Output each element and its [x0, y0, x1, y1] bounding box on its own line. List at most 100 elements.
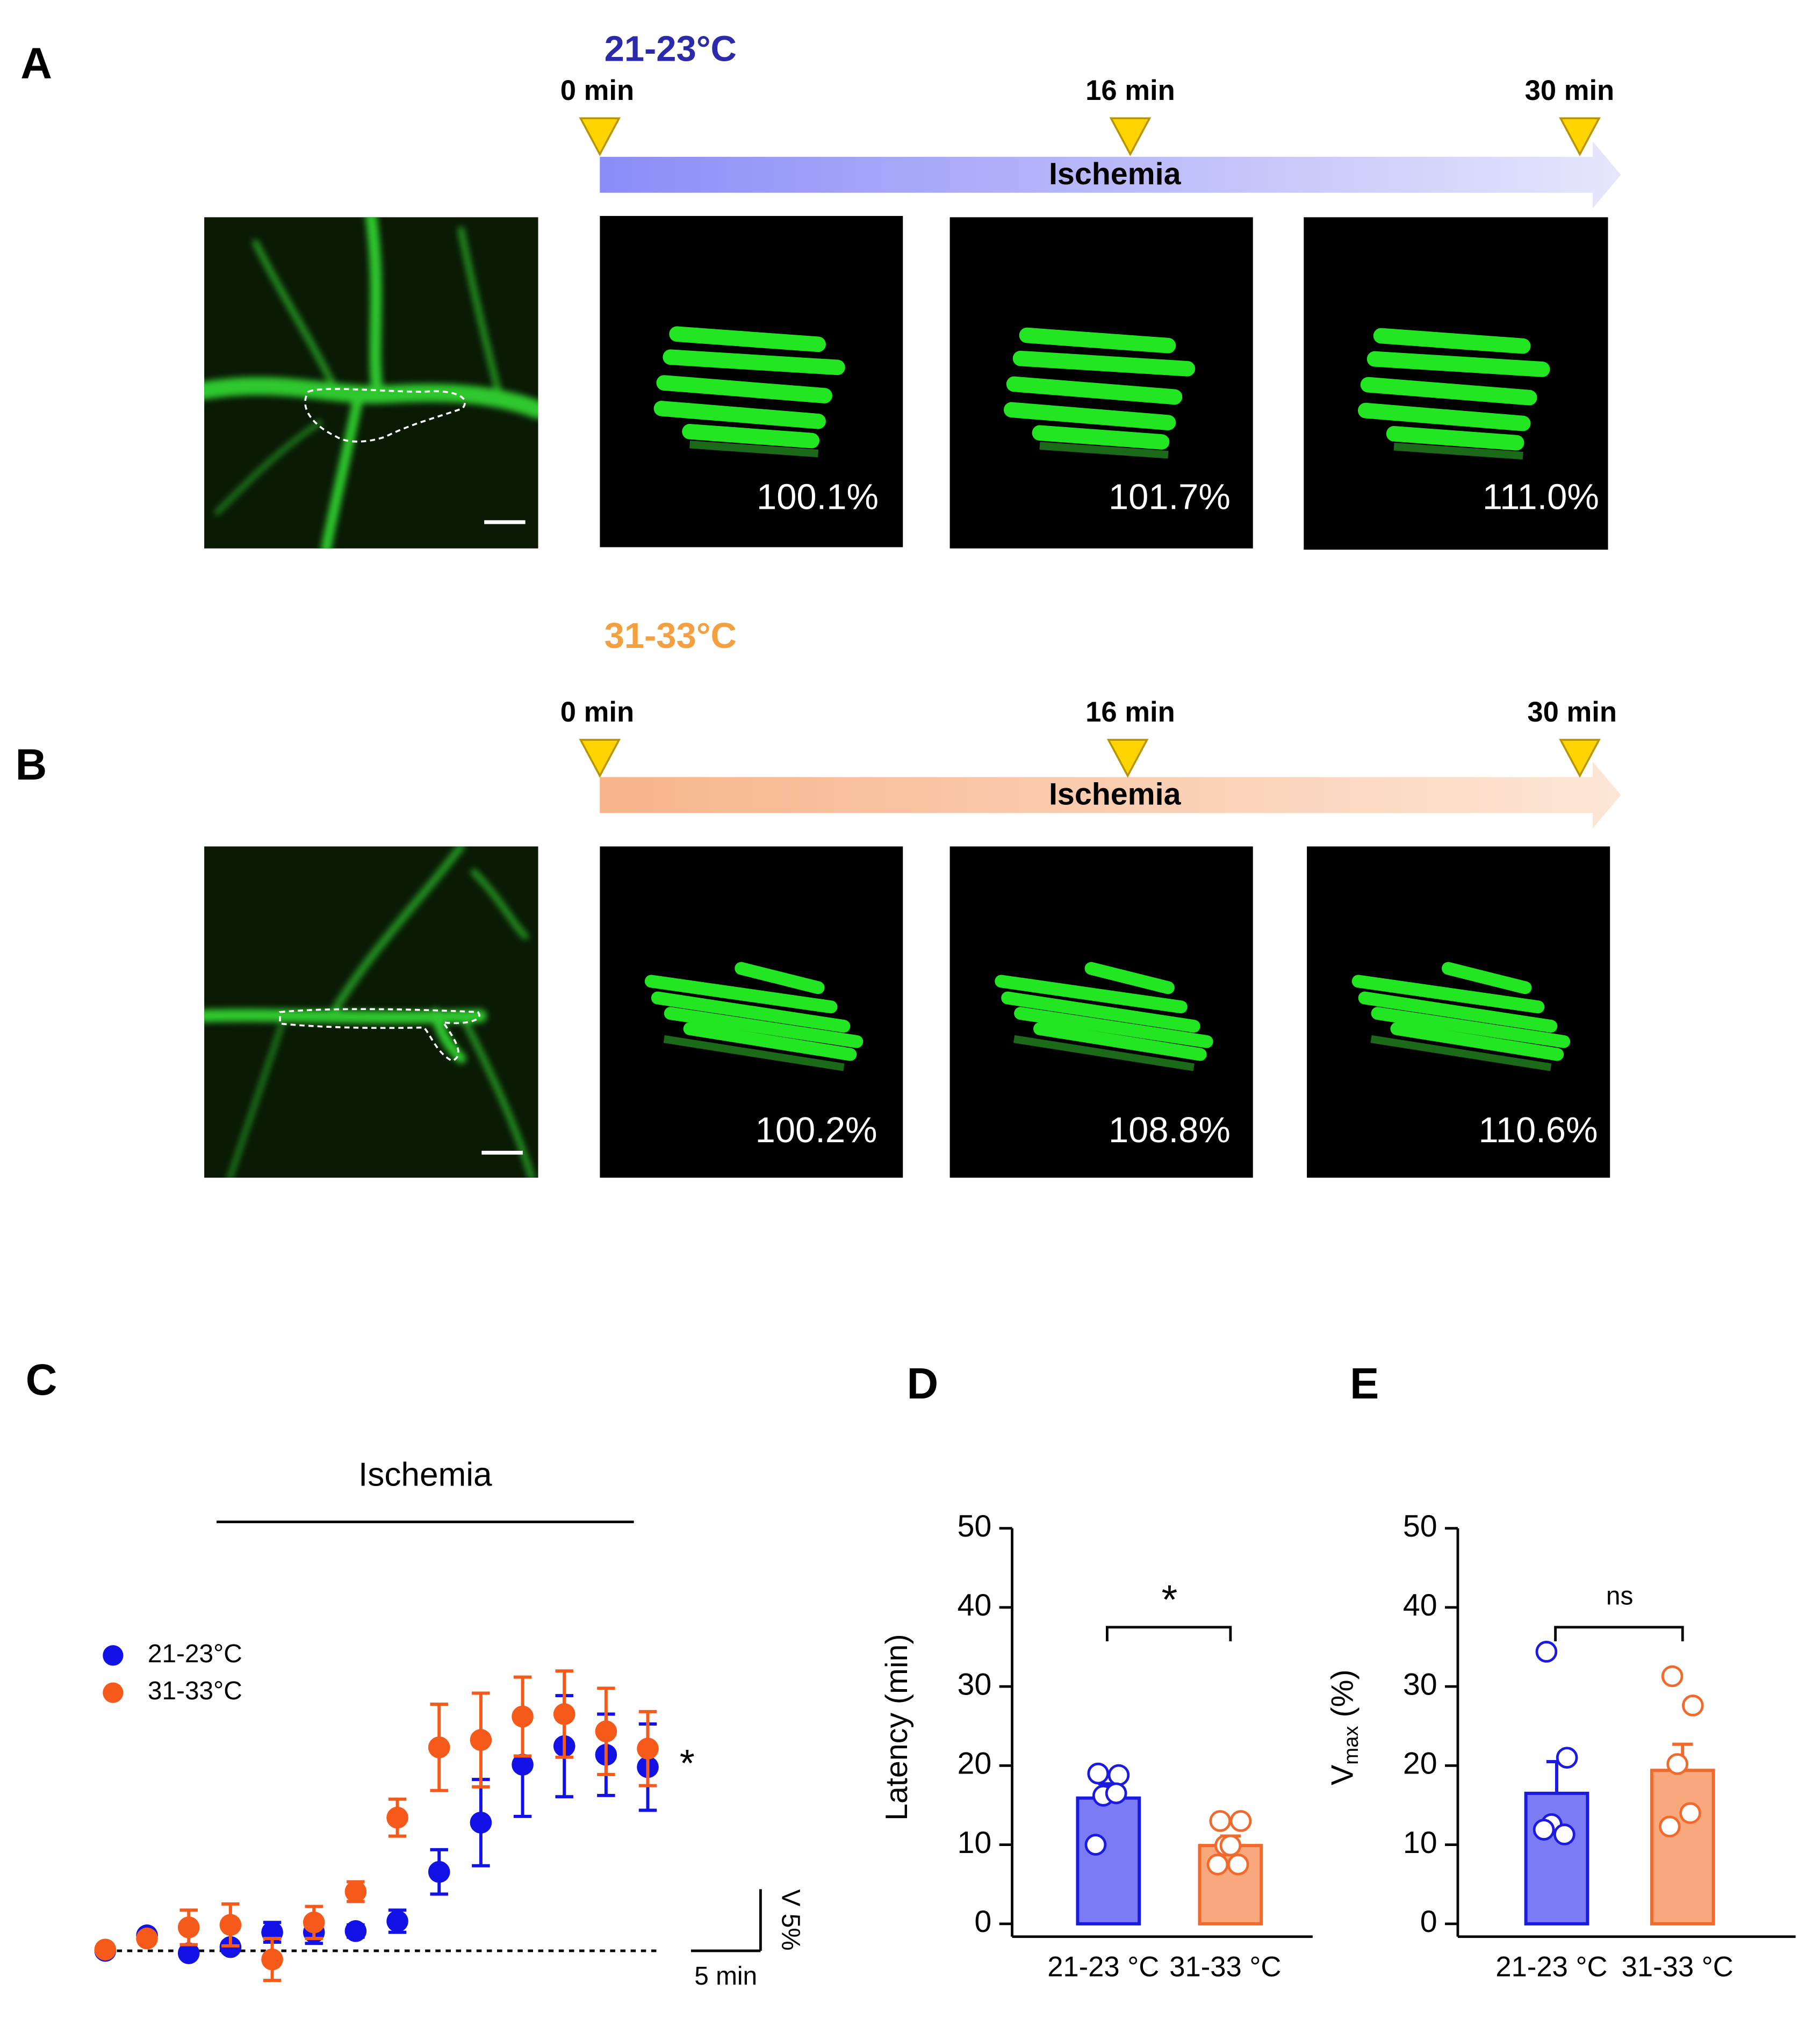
- bar: [1076, 1796, 1141, 1926]
- data-point: [1661, 1665, 1684, 1688]
- y-tick-label: 10: [957, 1826, 991, 1860]
- data-point: [1659, 1815, 1681, 1838]
- data-point: [1679, 1802, 1701, 1825]
- temperature: 21-23°C: [605, 29, 737, 69]
- arrow-label: Ischemia: [1049, 157, 1182, 191]
- y-tick-label: 30: [1403, 1667, 1437, 1701]
- data-point: [1682, 1694, 1704, 1717]
- data-point: [1535, 1641, 1558, 1663]
- volume-label: 100.1%: [757, 477, 879, 517]
- data-point: [1105, 1782, 1127, 1805]
- data-point: [1533, 1819, 1555, 1841]
- panel-letter: E: [1350, 1359, 1379, 1408]
- data-point: [428, 1736, 450, 1758]
- arrow-label: Ischemia: [1049, 777, 1182, 811]
- scale-bar-y-label: V 5%: [776, 1890, 804, 1951]
- bar: [1524, 1791, 1589, 1926]
- data-point: [553, 1703, 576, 1725]
- data-point: [1556, 1747, 1578, 1769]
- legend-label: 21-23°C: [148, 1640, 242, 1668]
- y-axis-label: Latency (min): [880, 1634, 914, 1820]
- x-tick-label: 31-33 °C: [1622, 1951, 1733, 1982]
- data-point: [512, 1754, 534, 1776]
- y-tick-label: 40: [1403, 1588, 1437, 1623]
- y-tick-label: 30: [957, 1667, 991, 1701]
- y-tick-label: 40: [957, 1588, 991, 1623]
- data-point: [386, 1806, 408, 1829]
- data-point: [261, 1948, 283, 1971]
- ischemia-arrow: [600, 761, 1621, 828]
- data-point: [470, 1729, 492, 1751]
- data-point: [512, 1705, 534, 1728]
- volume-label: 111.0%: [1483, 477, 1599, 517]
- volume-label: 110.6%: [1479, 1110, 1598, 1150]
- scale-bar-x-label: 5 min: [694, 1962, 757, 1991]
- significance-bracket: [1106, 1626, 1232, 1642]
- data-point: [1084, 1834, 1107, 1856]
- data-point: [386, 1910, 408, 1933]
- ischemia-arrow: [600, 141, 1621, 208]
- data-point: [637, 1737, 659, 1760]
- data-point: [428, 1861, 450, 1883]
- data-point: [177, 1916, 200, 1938]
- y-label-main: V: [1326, 1765, 1360, 1785]
- y-tick-label: 0: [974, 1905, 991, 1939]
- y-axis-label: Vmax (%): [1326, 1669, 1363, 1785]
- x-tick-label: 31-33 °C: [1169, 1951, 1281, 1982]
- y-label-main: Latency (min): [880, 1634, 914, 1820]
- data-point: [344, 1880, 367, 1903]
- significance-bracket: [1554, 1626, 1684, 1642]
- data-point: [219, 1914, 242, 1936]
- data-point: [303, 1911, 325, 1934]
- data-point: [136, 1927, 158, 1950]
- y-tick-label: 20: [957, 1747, 991, 1781]
- data-point: [1107, 1764, 1130, 1786]
- y-tick-label: 50: [1403, 1509, 1437, 1544]
- x-tick-label: 21-23 °C: [1495, 1951, 1607, 1982]
- significance: ns: [1606, 1582, 1633, 1610]
- time-label: 30 min: [1525, 75, 1615, 106]
- time-label: 16 min: [1085, 696, 1175, 728]
- micrograph: [204, 217, 538, 549]
- annotation: Ischemia: [358, 1456, 492, 1493]
- x-tick-label: 21-23 °C: [1047, 1951, 1159, 1982]
- y-tick-label: 10: [1403, 1826, 1437, 1860]
- time-markers: [579, 739, 1601, 778]
- data-point: [1553, 1823, 1576, 1845]
- data-point: [595, 1720, 617, 1742]
- data-point: [1087, 1762, 1109, 1785]
- legend-marker: [103, 1645, 124, 1666]
- roi-outline: [304, 388, 466, 443]
- volume-label: 101.7%: [1109, 477, 1231, 517]
- significance: *: [1161, 1577, 1177, 1623]
- data-point: [1666, 1753, 1688, 1775]
- data-point: [1206, 1854, 1229, 1876]
- data-point: [177, 1942, 200, 1964]
- data-point: [470, 1812, 492, 1834]
- temperature: 31-33°C: [605, 616, 737, 656]
- legend-label: 31-33°C: [148, 1677, 242, 1705]
- micrograph: [204, 846, 538, 1178]
- data-point: [1227, 1854, 1249, 1876]
- time-label: 30 min: [1527, 696, 1617, 728]
- panel-letter: C: [26, 1355, 57, 1404]
- significance: *: [680, 1742, 695, 1785]
- y-tick-label: 20: [1403, 1747, 1437, 1781]
- volume-label: 108.8%: [1109, 1110, 1231, 1150]
- data-point: [344, 1920, 367, 1942]
- time-label: 0 min: [560, 75, 634, 106]
- panel-letter: A: [20, 39, 52, 88]
- data-point: [1229, 1810, 1252, 1832]
- data-point: [94, 1938, 117, 1961]
- data-point: [1219, 1834, 1242, 1857]
- time-label: 16 min: [1085, 75, 1175, 106]
- y-tick-label: 50: [957, 1509, 991, 1544]
- data-point: [1209, 1810, 1232, 1832]
- time-markers: [579, 117, 1601, 156]
- legend-marker: [103, 1682, 124, 1703]
- y-tick-label: 0: [1420, 1905, 1437, 1939]
- y-label-tail: (%): [1326, 1669, 1360, 1726]
- time-label: 0 min: [560, 696, 634, 728]
- bar: [1650, 1769, 1715, 1926]
